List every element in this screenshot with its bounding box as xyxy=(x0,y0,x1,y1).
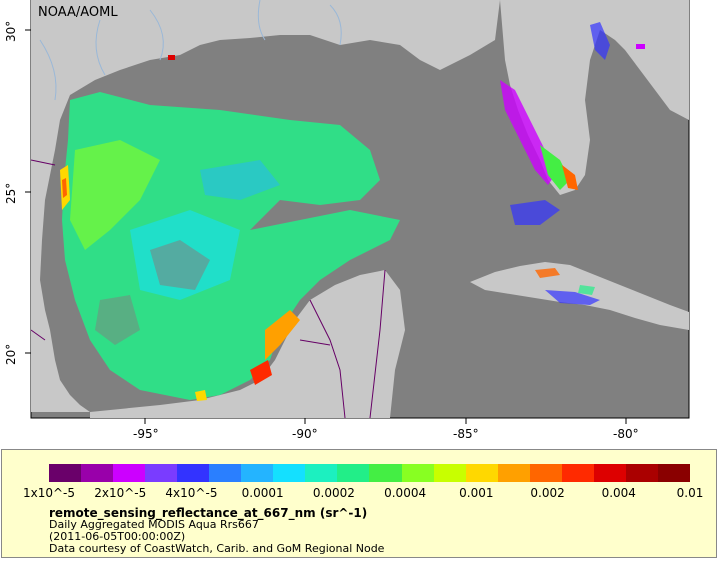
colorbar-tick-label: 1x10^-5 xyxy=(22,486,76,500)
colorbar-tick-label: 0.01 xyxy=(676,486,704,500)
axis-ticks xyxy=(25,29,627,424)
colorbar-segment xyxy=(145,464,178,482)
x-tick-label: -95° xyxy=(133,427,159,441)
colorbar-tick-label: 4x10^-5 xyxy=(165,486,218,500)
colorbar-segment xyxy=(593,464,626,482)
colorbar-segment xyxy=(625,464,658,482)
colorbar-segment xyxy=(305,464,338,482)
colorbar-segment xyxy=(369,464,402,482)
y-tick-label: 30° xyxy=(4,20,18,42)
legend-panel: 1x10^-5 2x10^-5 4x10^-5 0.0001 0.0002 0.0004 0… xyxy=(1,449,717,558)
reflectance-data-layer xyxy=(60,22,645,401)
courtesy-line: Data courtesy of CoastWatch, Carib. and … xyxy=(49,542,385,555)
colorbar-segment xyxy=(49,464,82,482)
map-panel xyxy=(25,0,690,424)
colorbar-segment xyxy=(433,464,466,482)
colorbar-tick-label: 0.0002 xyxy=(312,486,355,500)
colorbar-segment xyxy=(113,464,146,482)
colorbar-tick-label: 2x10^-5 xyxy=(94,486,147,500)
colorbar-segment xyxy=(273,464,306,482)
colorbar-tick-label: 0.004 xyxy=(601,486,636,500)
colorbar-segment xyxy=(177,464,210,482)
x-tick-label: -90° xyxy=(292,427,318,441)
land-yucatan xyxy=(90,270,405,418)
colorbar-segment xyxy=(401,464,434,482)
colorbar-segment xyxy=(337,464,370,482)
colorbar-segment xyxy=(209,464,242,482)
colorbar-segment xyxy=(529,464,562,482)
colorbar-tick-label: 0.0004 xyxy=(384,486,427,500)
rivers xyxy=(39,0,342,101)
credit-label: NOAA/AOML xyxy=(38,5,118,20)
y-tick-label: 25° xyxy=(4,182,18,204)
dataset-line: Daily Aggregated MODIS Aqua Rrs667 xyxy=(49,518,259,531)
colorbar-segment xyxy=(561,464,594,482)
colorbar-segment xyxy=(81,464,114,482)
colorbar-segment xyxy=(241,464,274,482)
borders xyxy=(30,159,386,419)
colorbar-tick-label: 0.002 xyxy=(530,486,565,500)
colorbar-tick-label: 0.001 xyxy=(459,486,494,500)
date-line: (2011-06-05T00:00:00Z) xyxy=(49,530,186,543)
x-tick-label: -85° xyxy=(453,427,479,441)
colorbar-segment xyxy=(657,464,690,482)
colorbar-segment xyxy=(465,464,498,482)
land-us-gulf-coast xyxy=(31,0,500,412)
y-tick-label: 20° xyxy=(4,343,18,365)
colorbar xyxy=(49,464,690,482)
x-tick-label: -80° xyxy=(613,427,639,441)
variable-title: remote_sensing_reflectance_at_667_nm (sr… xyxy=(49,506,368,520)
colorbar-tick-label: 0.0001 xyxy=(241,486,284,500)
colorbar-segment xyxy=(497,464,530,482)
